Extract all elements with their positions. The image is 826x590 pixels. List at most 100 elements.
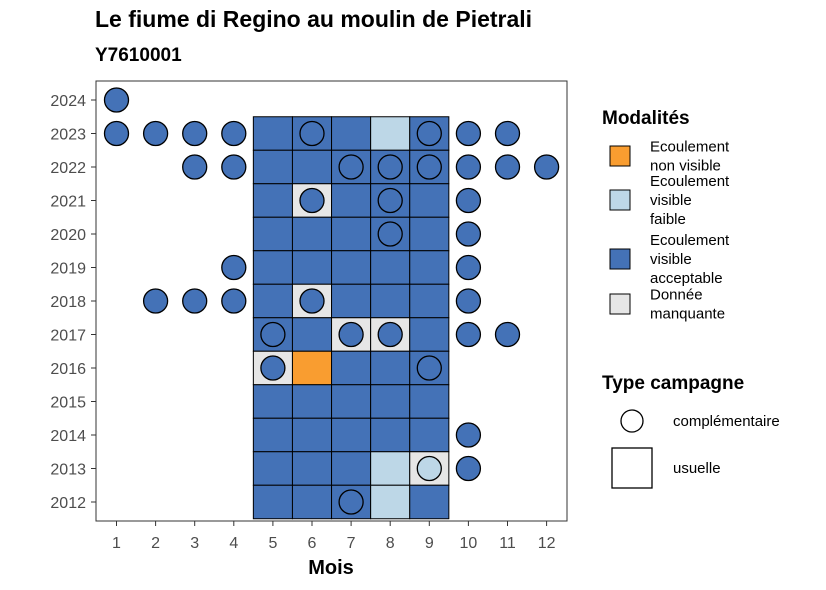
tile-2014-8 [370,417,411,453]
point-2019-4 [221,254,247,281]
point-2018-2 [142,288,169,314]
tile-2022-5 [252,149,293,185]
legend-label-line: Donnée [650,287,703,304]
point-2018-4 [221,288,247,314]
legend-label-line: manquante [650,306,725,323]
tile-2017-6 [291,317,333,352]
x-tick-label-8: 8 [386,535,395,552]
legend-label-line: acceptable [650,270,723,287]
legend-label-line: Ecoulement [650,232,730,249]
x-tick-label-10: 10 [460,535,478,552]
legend-key-manquante [609,293,631,315]
tile-2012-9 [409,484,450,520]
point-2022-8 [377,154,403,180]
point-2022-11 [494,154,521,180]
tile-2014-7 [331,417,372,453]
point-2020-10 [455,221,482,247]
point-2021-10 [455,187,482,214]
point-2023-9 [416,120,442,147]
legend-campagne-title: Type campagne [602,373,744,394]
point-2016-5 [260,355,286,381]
point-2023-1 [103,120,130,147]
point-2022-9 [416,154,442,180]
point-2021-6 [299,187,325,214]
point-2023-2 [142,120,169,147]
x-tick-label-9: 9 [425,535,434,552]
tile-2016-8 [370,350,411,386]
point-2023-11 [494,120,521,147]
y-axis: 2012 2013 2014 2015 2016 2017 2018 2019 2020 2021… [50,93,96,512]
point-2017-10 [455,321,482,348]
tile-2012-6 [291,484,333,520]
y-tick-label-2018: 2018 [50,294,86,311]
point-2023-3 [182,120,208,147]
tile-2019-7 [331,250,372,285]
tile-2021-9 [409,183,450,218]
tile-2021-7 [331,183,372,218]
y-tick-label-2019: 2019 [50,261,86,278]
legend-label-complementaire: complémentaire [673,413,780,430]
point-2019-10 [455,254,482,281]
y-tick-label-2024: 2024 [50,93,86,110]
tile-2023-5 [252,116,293,151]
point-2021-8 [377,187,403,214]
x-tick-label-7: 7 [347,535,356,552]
x-axis-label: Mois [308,557,354,579]
point-2018-6 [299,288,325,314]
x-tick-label-11: 11 [499,535,516,552]
chart-title: Le fiume di Regino au moulin de Pietrali [95,6,533,32]
x-tick-label-1: 1 [112,535,121,552]
legend-key-acceptable [609,248,631,270]
x-tick-label-12: 12 [538,535,556,552]
tile-2015-6 [291,384,333,419]
point-2017-5 [260,321,286,348]
point-2023-10 [455,120,482,147]
tile-2018-8 [370,283,411,319]
tile-2023-8 [370,116,411,151]
point-2018-3 [182,288,208,314]
tile-2015-5 [252,384,293,419]
legend-label-line: non visible [650,158,721,175]
tile-2015-7 [331,384,372,419]
legend-label-faible: Ecoulement visible faible [650,173,730,228]
legend-modalites-title: Modalités [602,108,690,129]
legend-label-non_visible: Ecoulement non visible [650,139,730,175]
tile-2017-9 [409,317,450,352]
legend-label-line: faible [650,211,686,228]
tile-2015-9 [409,384,450,419]
point-2022-3 [182,154,208,180]
point-2017-8 [377,321,403,348]
y-tick-label-2013: 2013 [50,462,86,479]
tile-2012-8 [370,484,411,520]
legend-label-manquante: Donnée manquante [650,287,725,323]
legend-label-line: visible [650,192,692,209]
point-2014-10 [455,422,482,448]
chart-subtitle: Y7610001 [95,45,182,66]
x-tick-label-2: 2 [151,535,160,552]
tile-2020-9 [409,216,450,252]
tile-2023-7 [331,116,372,151]
tile-2015-8 [370,384,411,419]
tile-2016-6 [291,350,333,386]
tile-2020-5 [252,216,293,252]
y-tick-label-2012: 2012 [50,495,86,512]
legend-type-campagne: Type campagne complémentaire usuelle [602,373,780,489]
point-2022-12 [533,154,560,180]
legend-label-line: Ecoulement [650,139,730,156]
y-tick-label-2023: 2023 [50,127,86,144]
complementaire-points [103,87,560,515]
point-2016-9 [416,355,442,381]
point-2013-9 [416,455,442,482]
legend-shape-complementaire [620,409,644,433]
tile-2014-9 [409,417,450,453]
tile-2013-6 [291,451,333,486]
y-tick-label-2016: 2016 [50,361,86,378]
x-tick-label-4: 4 [229,535,238,552]
tile-2013-7 [331,451,372,486]
point-2023-4 [221,120,247,147]
y-tick-label-2021: 2021 [50,194,86,211]
tile-2022-6 [291,149,333,185]
point-2017-7 [338,321,364,348]
point-2012-7 [338,489,364,515]
tile-2018-9 [409,283,450,319]
